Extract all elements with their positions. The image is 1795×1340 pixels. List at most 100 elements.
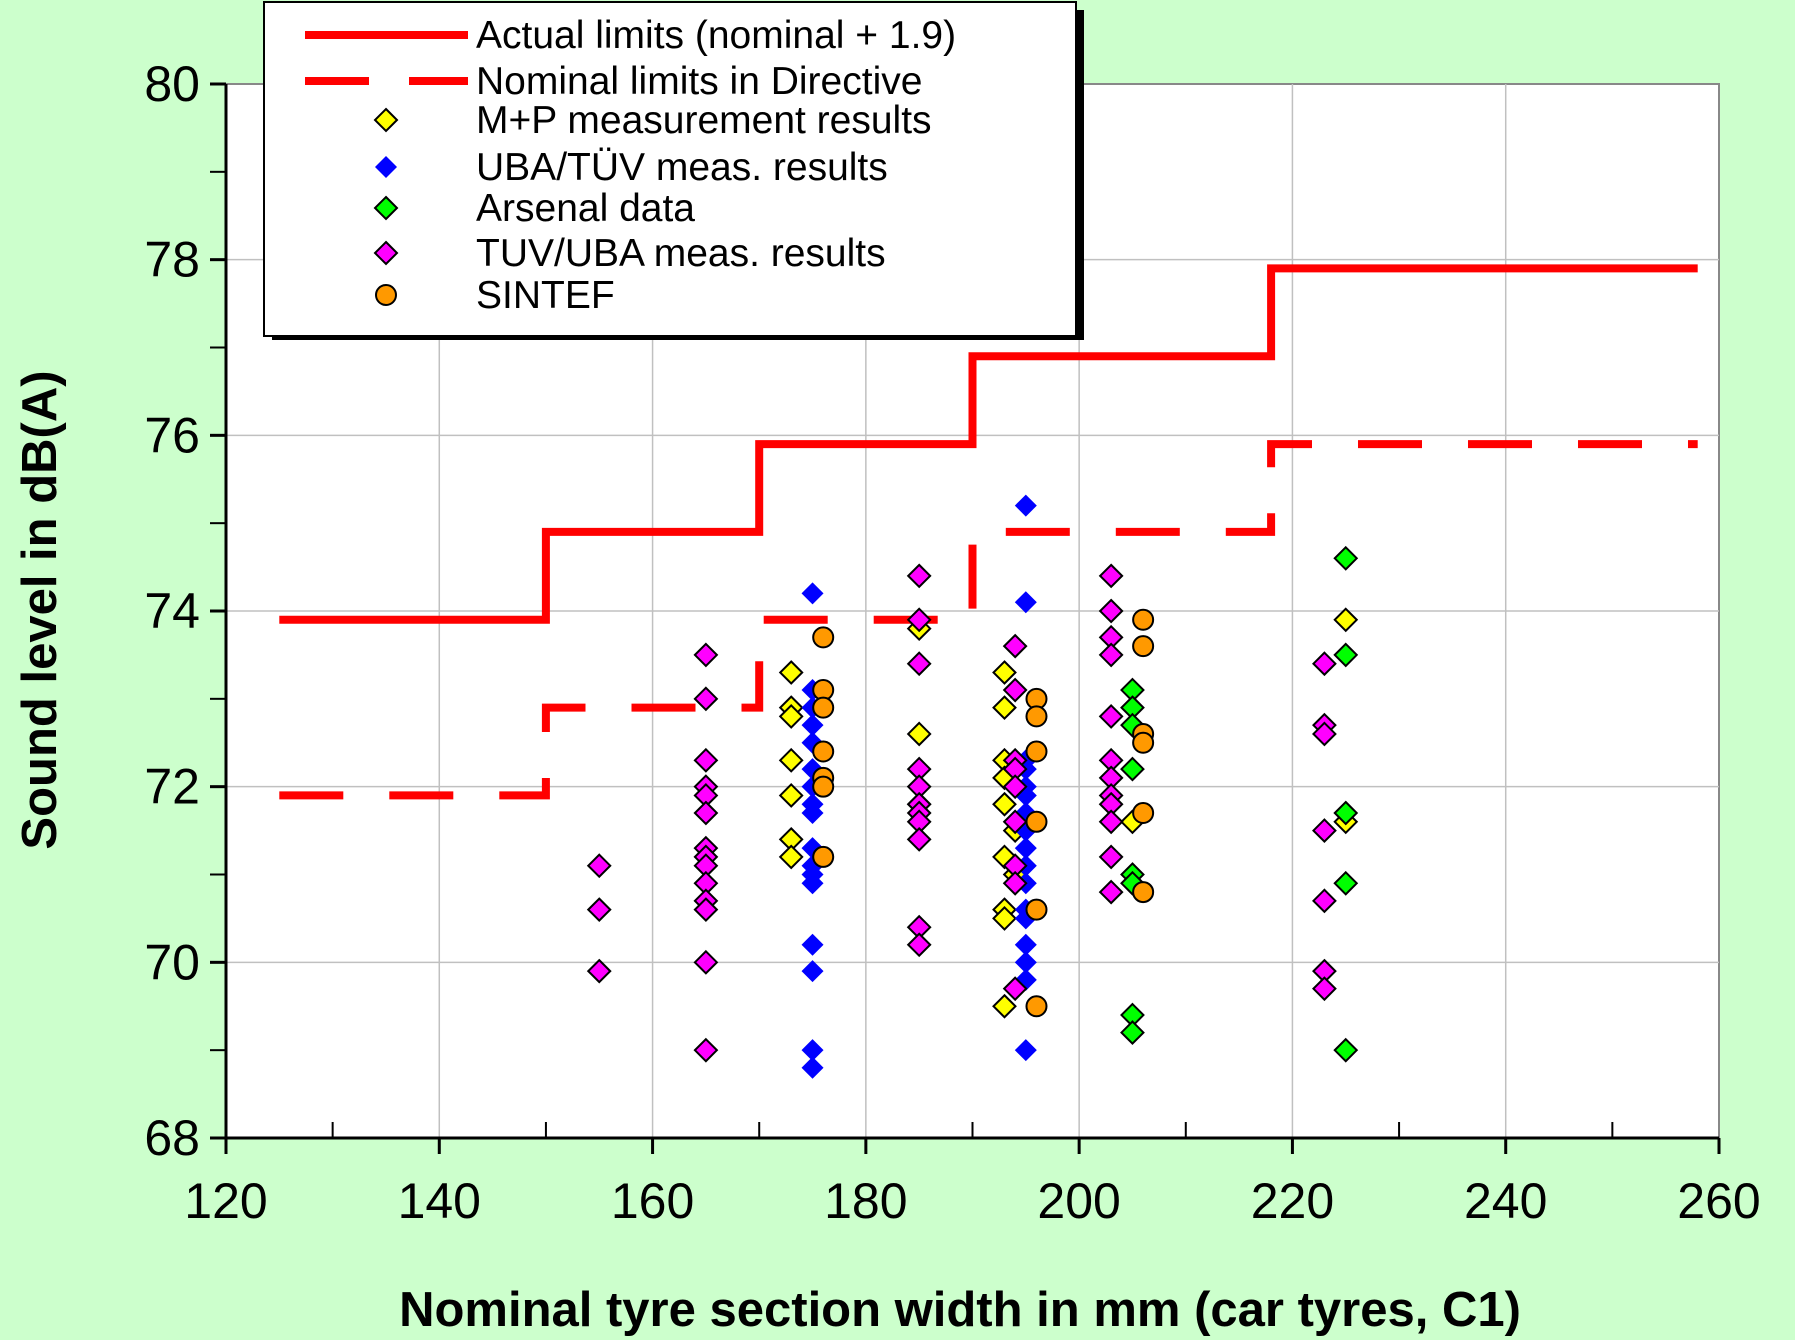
- legend-label: M+P measurement results: [476, 99, 932, 142]
- data-point: [801, 1056, 824, 1079]
- legend-item: UBA/TÜV meas. results: [375, 146, 888, 189]
- data-point: [812, 845, 835, 868]
- legend-marker-swatch: [373, 240, 399, 266]
- data-point: [1002, 633, 1028, 659]
- data-point: [1333, 545, 1359, 571]
- data-point: [1120, 1020, 1145, 1046]
- data-point: [693, 897, 719, 923]
- data-point: [992, 791, 1017, 817]
- legend-marker-swatch: [375, 156, 397, 178]
- x-tick-label: 240: [1464, 1173, 1547, 1229]
- x-tick-label: 140: [398, 1173, 481, 1229]
- data-point: [1132, 608, 1155, 631]
- data-point: [1025, 995, 1048, 1018]
- data-point: [1014, 494, 1037, 517]
- data-point: [778, 660, 804, 685]
- data-point: [693, 800, 719, 826]
- data-point: [778, 783, 804, 808]
- data-point: [801, 933, 824, 956]
- data-point: [1025, 898, 1048, 921]
- legend-item: Nominal limits in Directive: [305, 60, 922, 103]
- x-tick-label: 180: [824, 1173, 907, 1229]
- data-point: [1312, 888, 1337, 914]
- x-tick-label: 220: [1251, 1173, 1334, 1229]
- data-point: [906, 932, 932, 958]
- data-point: [693, 686, 719, 712]
- data-point: [1025, 740, 1048, 763]
- axes: 68 70 72 74 76 78 80 120 140 160 180 200 220 240 260: [144, 56, 1760, 1229]
- data-point: [778, 844, 804, 870]
- limit-lines: [279, 264, 1698, 800]
- legend-label: TUV/UBA meas. results: [476, 232, 886, 275]
- data-point: [801, 714, 824, 737]
- data-point: [1002, 809, 1028, 835]
- data-point: [1312, 721, 1337, 747]
- y-tick-label: 70: [144, 934, 200, 990]
- data-point: [812, 626, 835, 649]
- data-point: [801, 1039, 824, 1062]
- data-point: [1002, 870, 1028, 896]
- x-tick-label: 200: [1037, 1173, 1120, 1229]
- data-point: [992, 993, 1017, 1019]
- data-point: [1098, 844, 1124, 870]
- data-point: [1132, 802, 1155, 825]
- legend-item: Actual limits (nominal + 1.9): [305, 14, 956, 57]
- data-point: [1312, 818, 1337, 843]
- data-point: [1098, 809, 1124, 835]
- data-point: [801, 802, 824, 825]
- legend-items: Actual limits (nominal + 1.9)Nominal lim…: [305, 14, 956, 317]
- data-point: [586, 897, 612, 923]
- y-tick-label: 78: [144, 232, 200, 288]
- data-point: [1098, 703, 1124, 729]
- data-point: [812, 740, 835, 763]
- x-tick-label: 160: [611, 1173, 694, 1229]
- data-point: [906, 721, 932, 747]
- data-point: [1132, 635, 1155, 658]
- data-point: [906, 651, 932, 677]
- data-point: [1333, 870, 1359, 896]
- data-point: [1132, 881, 1155, 904]
- y-tick-label: 68: [144, 1110, 200, 1166]
- y-tick-label: 76: [144, 407, 200, 463]
- data-point: [1014, 591, 1037, 614]
- data-point: [1014, 933, 1037, 956]
- legend-item: SINTEF: [375, 274, 615, 317]
- data-point: [992, 695, 1017, 721]
- data-point: [906, 826, 932, 852]
- data-point: [812, 696, 835, 719]
- data-point: [1025, 810, 1048, 833]
- x-axis-title: Nominal tyre section width in mm (car ty…: [399, 1283, 1521, 1337]
- series-arsenal-data: [1120, 545, 1359, 1063]
- data-point: [1014, 951, 1037, 974]
- data-point: [1002, 976, 1028, 1002]
- data-point: [693, 949, 719, 975]
- data-point: [1014, 1039, 1037, 1062]
- data-point: [1025, 705, 1048, 728]
- data-point: [906, 563, 932, 589]
- data-point: [1002, 774, 1028, 800]
- data-point: [778, 703, 804, 729]
- data-point: [1120, 756, 1145, 782]
- data-point: [812, 775, 835, 798]
- data-point: [801, 872, 824, 895]
- data-point: [586, 853, 612, 879]
- series-tuv-uba-meas-results: [586, 563, 1337, 1063]
- data-point: [801, 960, 824, 983]
- data-point: [1098, 879, 1124, 905]
- legend-label: Nominal limits in Directive: [476, 60, 922, 103]
- y-tick-label: 80: [144, 56, 200, 112]
- legend-label: SINTEF: [476, 274, 615, 317]
- legend-label: Actual limits (nominal + 1.9): [476, 14, 956, 57]
- data-point: [1312, 976, 1337, 1002]
- data-point: [1014, 837, 1037, 860]
- limit-line-1: [279, 264, 1698, 624]
- data-point: [992, 660, 1017, 685]
- data-point: [1333, 607, 1359, 633]
- data-point: [586, 958, 612, 984]
- data-point: [1333, 642, 1359, 668]
- data-points: [586, 494, 1359, 1079]
- data-point: [1333, 1037, 1359, 1063]
- x-tick-label: 120: [184, 1173, 267, 1229]
- legend-item: M+P measurement results: [373, 99, 932, 142]
